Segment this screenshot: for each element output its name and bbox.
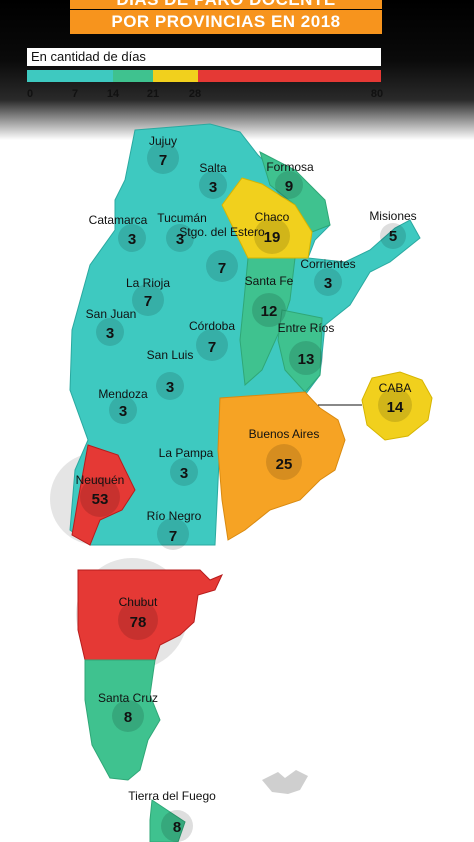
label-tierra-del-fuego: Tierra del Fuego: [128, 789, 216, 803]
label-jujuy: Jujuy: [149, 134, 177, 148]
label-stgo-line: Stgo. del Estero: [179, 225, 265, 239]
title-line-2: POR PROVINCIAS EN 2018: [70, 10, 382, 34]
legend-tick-28: 28: [188, 88, 202, 100]
islas-malvinas-shape: [262, 770, 308, 794]
value-rio-negro: 7: [169, 528, 177, 545]
label-santa-cruz: Santa Cruz: [98, 691, 158, 705]
label-caba: CABA: [379, 381, 412, 395]
label-mendoza: Mendoza: [98, 387, 148, 401]
legend-tick-0: 0: [26, 88, 34, 100]
legend-segment-14-21: [153, 70, 198, 82]
legend-tick-21: 21: [146, 88, 160, 100]
label-la-rioja: La Rioja: [126, 276, 170, 290]
label-cordoba: Córdoba: [189, 319, 235, 333]
value-stgo-del-estero: 7: [218, 260, 226, 277]
value-santa-cruz: 8: [124, 709, 132, 726]
value-misiones: 5: [389, 228, 397, 245]
label-chaco: Chaco: [255, 210, 290, 224]
label-entre-rios: Entre Ríos: [278, 321, 335, 335]
label-chubut: Chubut: [119, 595, 158, 609]
legend-tick-14: 14: [106, 88, 120, 100]
value-mendoza: 3: [119, 403, 127, 420]
value-neuquen: 53: [92, 491, 109, 508]
province-buenos-aires-shape: [217, 391, 346, 541]
label-neuquen: Neuquén: [76, 473, 125, 487]
legend-tick-7: 7: [71, 88, 79, 100]
legend-segment-7-14: [113, 70, 153, 82]
value-entre-rios: 13: [298, 351, 315, 368]
value-tucuman: 3: [176, 231, 184, 248]
label-buenos-aires: Buenos Aires: [249, 427, 320, 441]
label-catamarca: Catamarca: [89, 213, 148, 227]
province-formosa-shape: [259, 151, 331, 233]
value-la-pampa: 3: [180, 465, 188, 482]
label-formosa: Formosa: [266, 160, 314, 174]
label-san-luis: San Luis: [147, 348, 194, 362]
province-chaco-shape: [221, 177, 313, 259]
province-santa-cruz-shape: [84, 659, 161, 781]
label-salta: Salta: [199, 161, 227, 175]
label-san-juan: San Juan: [86, 307, 137, 321]
legend-segment-0-7: [27, 70, 113, 82]
value-chaco: 19: [264, 229, 281, 246]
label-misiones: Misiones: [369, 209, 416, 223]
caba-inset-shape: [361, 371, 433, 441]
label-la-pampa: La Pampa: [159, 446, 214, 460]
value-corrientes: 3: [324, 275, 332, 292]
value-tierra-del-fuego: 8: [173, 819, 181, 836]
label-santa-fe: Santa Fe: [245, 274, 294, 288]
label-stgo-del-estero: Stgo. del Estero: [179, 225, 265, 239]
value-san-luis: 3: [166, 379, 174, 396]
province-tierra-del-fuego-shape: [149, 799, 186, 842]
value-san-juan: 3: [106, 325, 114, 342]
value-la-rioja: 7: [144, 293, 152, 310]
legend-tick-80: 80: [370, 88, 384, 100]
label-rio-negro: Río Negro: [147, 509, 202, 523]
title-line-1: DÍAS DE PARO DOCENTE: [70, 0, 382, 9]
province-neuquen-shape: [71, 444, 136, 546]
value-cordoba: 7: [208, 339, 216, 356]
label-corrientes: Corrientes: [300, 257, 355, 271]
legend-segment-28-80: [198, 70, 381, 82]
value-santa-fe: 12: [261, 303, 278, 320]
value-catamarca: 3: [128, 231, 136, 248]
value-jujuy: 7: [159, 152, 167, 169]
value-buenos-aires: 25: [276, 456, 293, 473]
value-caba: 14: [387, 399, 404, 416]
province-santa-fe-shape: [239, 257, 296, 387]
label-tucuman: Tucumán: [157, 211, 207, 225]
legend-label: En cantidad de días: [27, 48, 381, 66]
value-salta: 3: [209, 179, 217, 196]
value-chubut: 78: [130, 614, 147, 631]
value-formosa: 9: [285, 178, 293, 195]
